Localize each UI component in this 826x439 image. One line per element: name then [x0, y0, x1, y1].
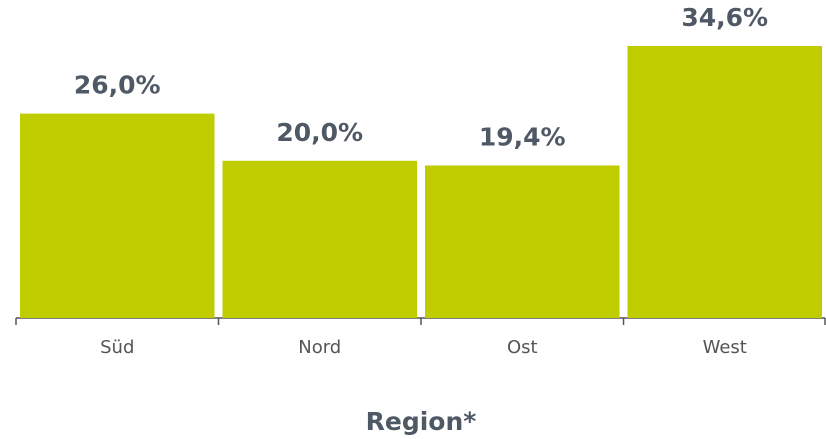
- x-tick-label: Süd: [100, 337, 134, 358]
- bar: [627, 46, 822, 318]
- x-tick-label: West: [703, 337, 747, 358]
- bar: [222, 160, 417, 318]
- x-tick-label: Nord: [298, 337, 341, 358]
- x-axis-label: Region*: [366, 407, 477, 436]
- value-label: 20,0%: [276, 118, 363, 147]
- x-tick-label: Ost: [507, 337, 538, 358]
- value-label: 26,0%: [74, 71, 161, 100]
- value-label: 19,4%: [479, 122, 566, 151]
- bar: [20, 113, 215, 318]
- value-label: 34,6%: [681, 3, 768, 32]
- bar: [425, 165, 620, 318]
